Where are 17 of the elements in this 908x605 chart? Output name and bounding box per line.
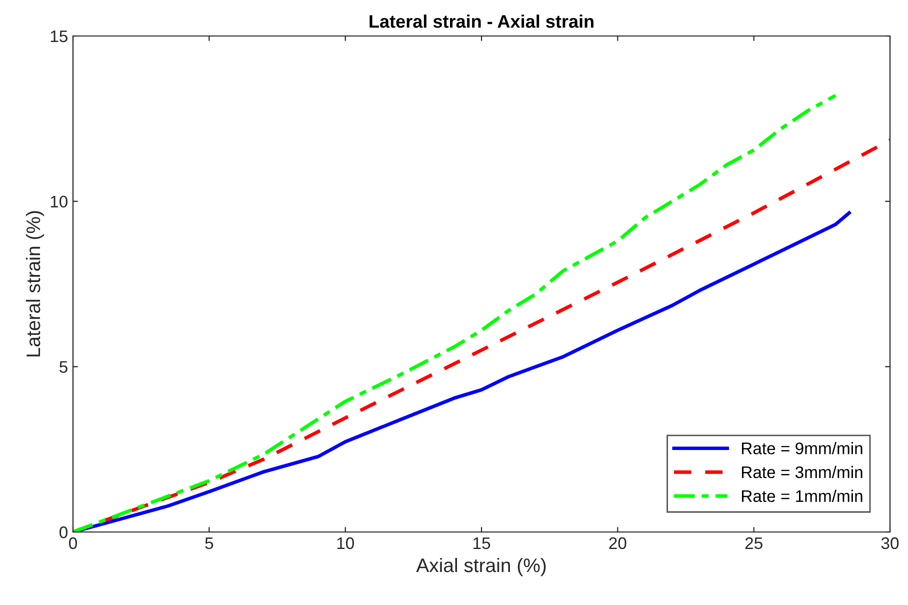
y-tick-label: 15 xyxy=(50,30,68,42)
legend-label: Rate = 3mm/min xyxy=(742,466,862,478)
x-tick-label: 5 xyxy=(205,537,214,550)
y-tick-label: 0 xyxy=(60,526,68,538)
x-tick-label: 0 xyxy=(69,537,77,550)
x-tick-label: 25 xyxy=(745,537,762,550)
legend-label: Rate = 1mm/min xyxy=(742,490,862,502)
x-tick-label: 30 xyxy=(881,537,899,550)
x-tick-label: 10 xyxy=(337,537,354,550)
x-tick-label: 20 xyxy=(609,537,626,550)
y-tick-label: 5 xyxy=(60,361,68,373)
x-tick-label: 15 xyxy=(474,537,490,550)
legend-label: Rate = 9mm/min xyxy=(742,442,862,454)
y-axis-title: Lateral strain (%) xyxy=(26,211,44,356)
chart-title: Lateral strain - Axial strain xyxy=(370,14,594,28)
y-tick-label: 10 xyxy=(50,196,68,208)
x-axis-title: Axial strain (%) xyxy=(416,558,546,576)
